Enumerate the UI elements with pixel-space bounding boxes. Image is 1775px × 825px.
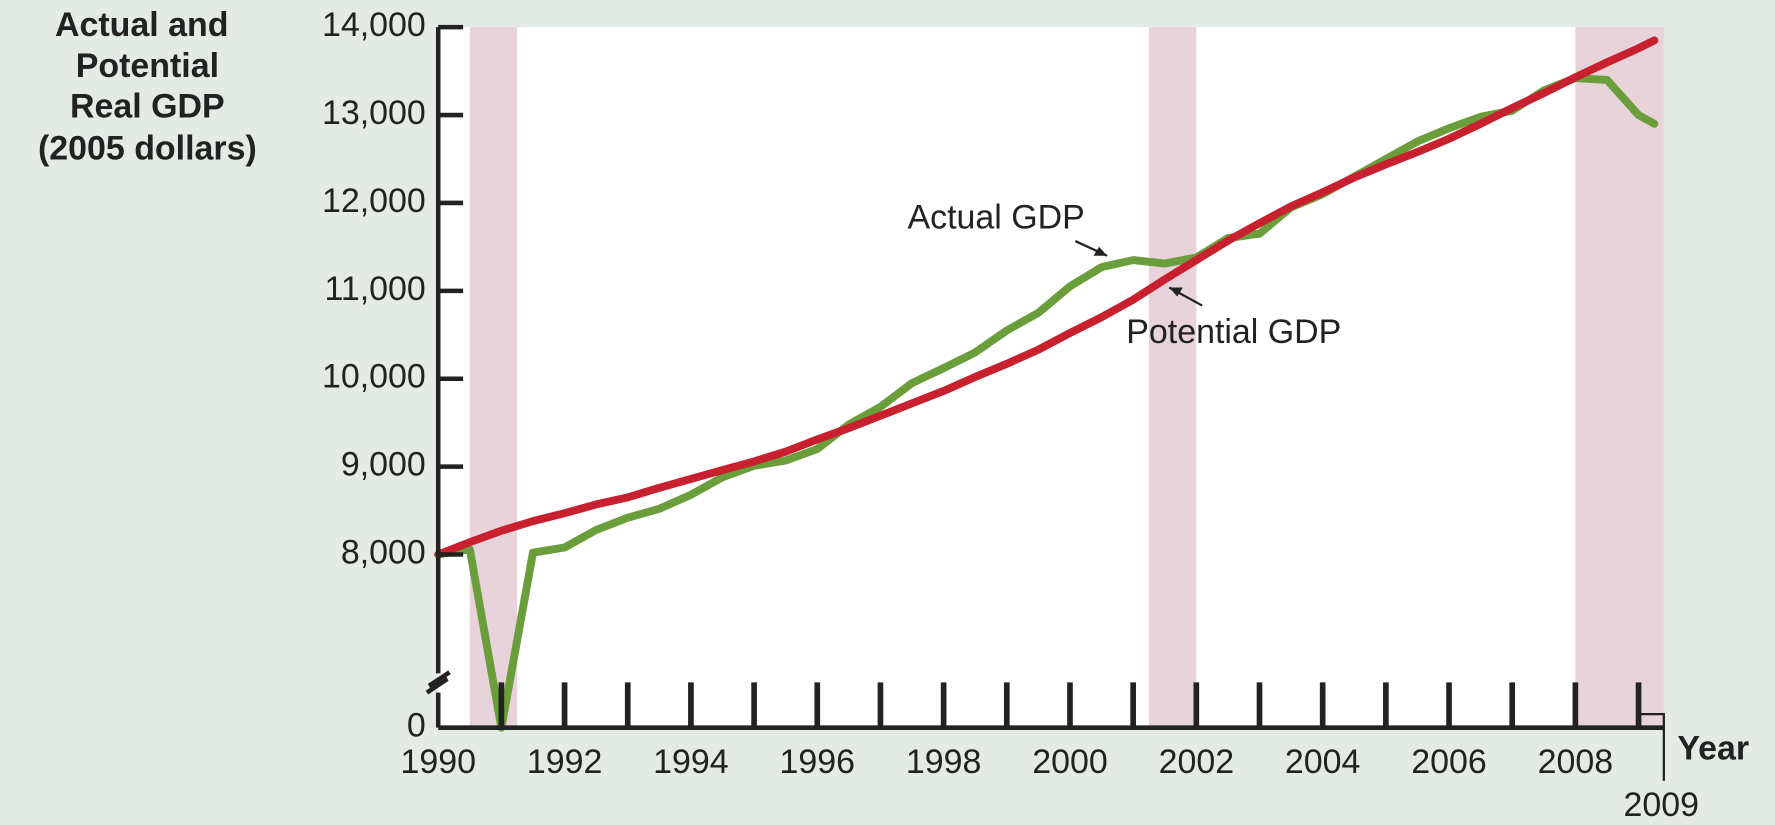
x-tick-bracket <box>1638 712 1665 781</box>
y-tick-label: 9,000 <box>341 446 426 484</box>
x-axis-title: Year <box>1677 729 1749 767</box>
y-axis-title: (2005 dollars) <box>38 129 257 167</box>
x-tick-label: 1992 <box>527 743 603 781</box>
y-tick-label: 8,000 <box>341 533 426 571</box>
x-tick-label: 1998 <box>906 743 982 781</box>
y-tick-label: 14,000 <box>322 6 426 44</box>
x-tick-label: 2004 <box>1285 743 1361 781</box>
labels: Actual and Potential Real GDP (2005 doll… <box>38 6 1749 767</box>
recession-shade <box>469 27 518 728</box>
y-axis-title: Actual and <box>55 6 228 44</box>
x-tick-label: 1990 <box>400 743 476 781</box>
y-tick-label: 11,000 <box>324 270 425 308</box>
annotation-arrowhead <box>1093 246 1108 256</box>
series-line <box>434 74 1659 732</box>
y-axis-title: Potential <box>76 47 219 85</box>
y-tick-label: 12,000 <box>322 182 426 220</box>
shades <box>469 27 1664 728</box>
recession-shade <box>1575 27 1664 728</box>
x-tick-label: 2008 <box>1538 743 1614 781</box>
annotation: Potential GDP <box>1126 313 1341 351</box>
lines <box>434 36 1659 732</box>
series-line <box>434 36 1659 559</box>
y-tick-label: 13,000 <box>322 94 426 132</box>
annotation: Actual GDP <box>907 199 1084 237</box>
axes: 0 8,000 9,000 10,000 11,000 12,000 13,000 14,00… <box>322 6 1699 824</box>
recession-shade <box>1148 27 1197 728</box>
x-tick-label: 1996 <box>780 743 856 781</box>
y-axis-title: Real GDP <box>70 88 225 126</box>
y-tick-label: 0 <box>407 707 426 745</box>
plot-area <box>438 27 1664 728</box>
x-tick-label: 2006 <box>1411 743 1487 781</box>
annotation-arrowhead <box>1169 287 1183 297</box>
x-tick-label: 1994 <box>653 743 729 781</box>
x-tick-label: 2000 <box>1032 743 1108 781</box>
y-tick-label: 10,000 <box>322 358 426 396</box>
x-tick-label: 2002 <box>1159 743 1235 781</box>
axis-break <box>425 670 451 695</box>
x-tick-label: 2009 <box>1623 786 1699 824</box>
